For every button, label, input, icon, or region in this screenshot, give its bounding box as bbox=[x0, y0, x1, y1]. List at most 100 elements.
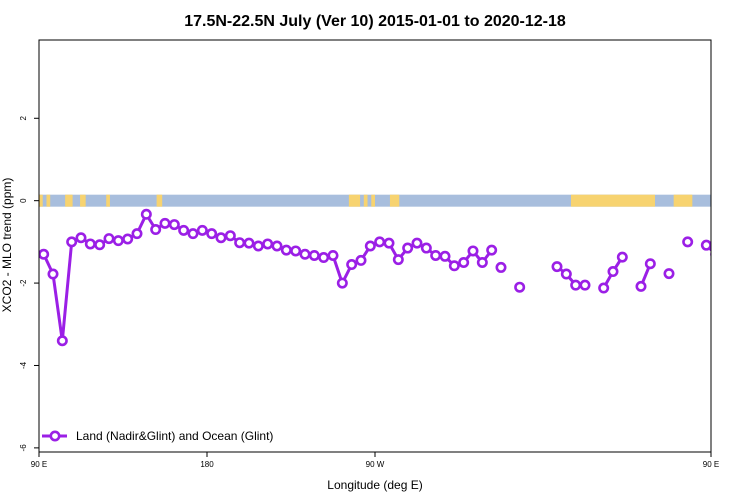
data-point bbox=[47, 268, 59, 280]
data-point bbox=[131, 228, 143, 240]
land-band bbox=[156, 194, 163, 207]
land-band bbox=[715, 195, 730, 207]
data-point bbox=[290, 245, 302, 257]
x-axis-label: Longitude (deg E) bbox=[327, 478, 422, 492]
chart-title: 17.5N-22.5N July (Ver 10) 2015-01-01 to … bbox=[184, 13, 566, 30]
land-band bbox=[571, 194, 655, 207]
data-point bbox=[560, 268, 572, 280]
data-point bbox=[327, 249, 339, 261]
data-point bbox=[299, 248, 311, 260]
data-point bbox=[215, 232, 227, 244]
series-line-segment bbox=[705, 244, 711, 252]
data-point bbox=[196, 224, 208, 236]
land-band bbox=[371, 194, 375, 207]
y-tick-label: -6 bbox=[19, 444, 28, 452]
data-point bbox=[374, 236, 386, 248]
data-point bbox=[486, 244, 498, 256]
data-point bbox=[280, 244, 292, 256]
legend-marker-swatch bbox=[49, 430, 61, 442]
data-point bbox=[570, 279, 582, 291]
plot-area bbox=[38, 39, 747, 453]
data-point bbox=[39, 248, 50, 260]
data-point bbox=[271, 240, 283, 252]
data-point bbox=[392, 254, 404, 266]
data-point bbox=[402, 242, 414, 254]
data-point bbox=[122, 233, 134, 245]
data-point bbox=[439, 250, 451, 262]
data-point bbox=[730, 337, 738, 345]
data-point bbox=[234, 237, 246, 249]
land-band bbox=[46, 194, 51, 207]
data-point bbox=[159, 217, 171, 229]
legend-label: Land (Nadir&Glint) and Ocean (Glint) bbox=[76, 429, 273, 443]
y-tick-label: 0 bbox=[19, 198, 28, 203]
data-point bbox=[476, 256, 488, 268]
data-point bbox=[112, 235, 124, 247]
land-band bbox=[65, 194, 73, 207]
data-point bbox=[411, 237, 423, 249]
data-point bbox=[644, 258, 656, 270]
y-axis: 2 0 -2 -4 -6 bbox=[19, 116, 39, 452]
data-point bbox=[336, 277, 348, 289]
data-point bbox=[355, 254, 367, 266]
data-point bbox=[56, 335, 68, 347]
y-axis-label: XCO2 - MLO trend (ppm) bbox=[0, 178, 14, 313]
data-point bbox=[252, 240, 264, 252]
data-point bbox=[682, 236, 694, 248]
land-band bbox=[106, 194, 110, 207]
land-ocean-map-strip bbox=[39, 194, 730, 207]
data-point bbox=[739, 238, 747, 246]
x-tick-label: 180 bbox=[200, 460, 214, 469]
data-point bbox=[103, 233, 115, 245]
data-point bbox=[66, 236, 78, 248]
land-band bbox=[673, 194, 693, 207]
land-band bbox=[39, 194, 43, 207]
data-point bbox=[710, 251, 711, 258]
data-point bbox=[94, 239, 106, 251]
data-point bbox=[495, 261, 507, 273]
x-tick-label: 90 E bbox=[31, 460, 47, 469]
legend: Land (Nadir&Glint) and Ocean (Glint) bbox=[42, 429, 273, 443]
data-point bbox=[721, 270, 729, 278]
data-point bbox=[448, 260, 460, 272]
data-point bbox=[635, 280, 647, 292]
data-point bbox=[514, 281, 526, 293]
data-point bbox=[168, 219, 180, 231]
land-band bbox=[363, 194, 368, 207]
data-point bbox=[579, 279, 591, 291]
series-line-segment bbox=[42, 212, 493, 343]
data-point bbox=[364, 240, 376, 252]
data-point bbox=[607, 266, 619, 278]
y-tick-label: -2 bbox=[19, 279, 28, 287]
data-point bbox=[551, 261, 563, 273]
series-lines bbox=[42, 212, 711, 343]
data-point bbox=[84, 238, 96, 250]
data-point bbox=[75, 232, 87, 244]
data-point bbox=[178, 224, 190, 236]
land-band bbox=[389, 194, 400, 207]
data-point bbox=[224, 230, 236, 242]
x-axis: 90 E 180 90 W 90 E bbox=[31, 452, 719, 469]
data-point bbox=[140, 208, 152, 220]
series-points bbox=[39, 208, 747, 347]
data-point bbox=[663, 268, 675, 280]
land-band bbox=[348, 194, 361, 207]
data-point bbox=[467, 245, 479, 257]
data-point bbox=[383, 237, 395, 249]
y-tick-label: 2 bbox=[19, 116, 28, 121]
data-point bbox=[420, 242, 432, 254]
data-point bbox=[700, 239, 711, 251]
data-point bbox=[458, 256, 470, 268]
data-point bbox=[308, 249, 320, 261]
x-tick-label: 90 W bbox=[366, 460, 385, 469]
data-point bbox=[318, 252, 330, 264]
data-point bbox=[206, 228, 218, 240]
data-point bbox=[187, 228, 199, 240]
y-tick-label: -4 bbox=[19, 361, 28, 369]
data-point bbox=[616, 251, 628, 263]
data-point bbox=[243, 237, 255, 249]
data-point bbox=[150, 224, 162, 236]
data-point bbox=[430, 249, 442, 261]
x-tick-label: 90 E bbox=[703, 460, 719, 469]
